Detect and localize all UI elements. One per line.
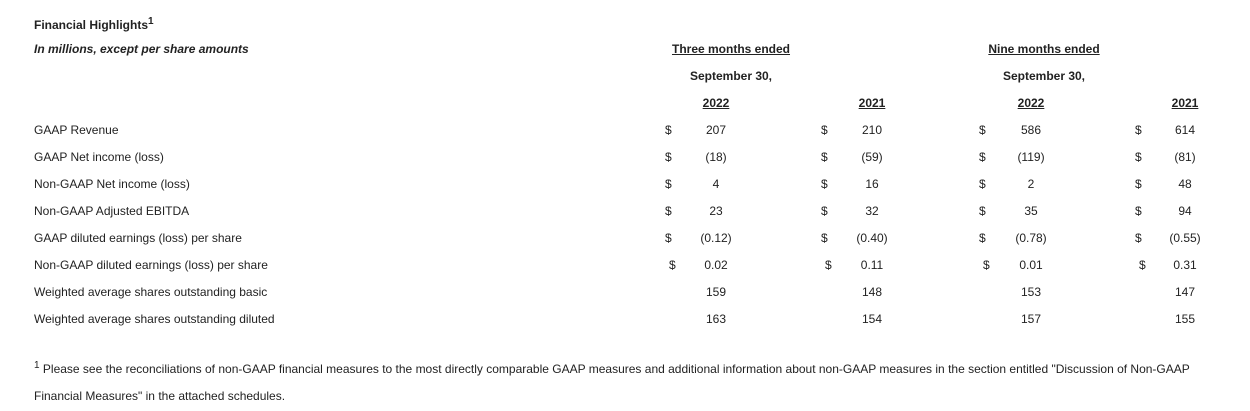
cell-value: (0.40): [856, 231, 888, 245]
cell-value: 23: [709, 204, 723, 218]
footnote-marker: 1: [34, 360, 40, 371]
row-label: GAAP Revenue: [34, 123, 119, 137]
currency: $: [665, 123, 672, 137]
row-label: Non-GAAP Net income (loss): [34, 177, 190, 191]
cell-value: 0.02: [704, 258, 728, 272]
cell-value: 155: [1174, 312, 1196, 326]
cell-value: 0.01: [1019, 258, 1043, 272]
footnote: 1 Please see the reconciliations of non-…: [34, 352, 1199, 410]
cell-value: 4: [712, 177, 720, 191]
currency: $: [1135, 123, 1142, 137]
period-date: September 30,: [689, 69, 773, 83]
cell-value: (18): [705, 150, 727, 164]
cell-value: 16: [865, 177, 879, 191]
year-header: 2022: [1017, 96, 1045, 110]
currency: $: [665, 177, 672, 191]
cell-value: 94: [1178, 204, 1192, 218]
currency: $: [1135, 231, 1142, 245]
cell-value: 586: [1020, 123, 1042, 137]
cell-value: 148: [861, 285, 883, 299]
title-block: Financial Highlights1: [34, 14, 154, 33]
cell-value: 2: [1027, 177, 1035, 191]
period-label: Nine months ended: [988, 42, 1100, 56]
period-date: September 30,: [1002, 69, 1086, 83]
cell-value: 614: [1174, 123, 1196, 137]
currency: $: [979, 123, 986, 137]
cell-value: 207: [705, 123, 727, 137]
year-header: 2021: [1171, 96, 1199, 110]
currency: $: [979, 150, 986, 164]
year-header: 2021: [858, 96, 886, 110]
footnote-text: Please see the reconciliations of non-GA…: [34, 362, 1190, 403]
cell-value: 0.11: [860, 258, 884, 272]
cell-value: (0.12): [700, 231, 732, 245]
cell-value: 157: [1020, 312, 1042, 326]
currency: $: [1135, 150, 1142, 164]
cell-value: (59): [861, 150, 883, 164]
cell-value: (119): [1017, 150, 1045, 164]
row-label: Weighted average shares outstanding dilu…: [34, 312, 275, 326]
cell-value: (0.78): [1015, 231, 1047, 245]
title-note: 1: [148, 16, 154, 27]
currency: $: [665, 231, 672, 245]
currency: $: [821, 177, 828, 191]
currency: $: [665, 150, 672, 164]
currency: $: [979, 177, 986, 191]
currency: $: [821, 204, 828, 218]
currency: $: [821, 231, 828, 245]
cell-value: 147: [1174, 285, 1196, 299]
cell-value: (0.55): [1169, 231, 1201, 245]
currency: $: [983, 258, 990, 272]
row-label: GAAP diluted earnings (loss) per share: [34, 231, 242, 245]
cell-value: 35: [1024, 204, 1038, 218]
cell-value: (81): [1174, 150, 1196, 164]
cell-value: 153: [1020, 285, 1042, 299]
currency: $: [825, 258, 832, 272]
currency: $: [821, 150, 828, 164]
currency: $: [665, 204, 672, 218]
row-label: GAAP Net income (loss): [34, 150, 164, 164]
cell-value: 210: [861, 123, 883, 137]
currency: $: [1135, 204, 1142, 218]
cell-value: 32: [865, 204, 879, 218]
row-label: Non-GAAP Adjusted EBITDA: [34, 204, 190, 218]
title: Financial Highlights: [34, 18, 149, 32]
currency: $: [1135, 177, 1142, 191]
currency: $: [1139, 258, 1146, 272]
cell-value: 48: [1178, 177, 1192, 191]
cell-value: 0.31: [1173, 258, 1197, 272]
year-header: 2022: [702, 96, 730, 110]
row-label: Non-GAAP diluted earnings (loss) per sha…: [34, 258, 268, 272]
currency: $: [669, 258, 676, 272]
cell-value: 159: [705, 285, 727, 299]
cell-value: 154: [861, 312, 883, 326]
currency: $: [979, 204, 986, 218]
row-label: Weighted average shares outstanding basi…: [34, 285, 268, 299]
cell-value: 163: [705, 312, 727, 326]
subtitle: In millions, except per share amounts: [34, 42, 249, 56]
period-label: Three months ended: [671, 42, 791, 56]
currency: $: [821, 123, 828, 137]
currency: $: [979, 231, 986, 245]
